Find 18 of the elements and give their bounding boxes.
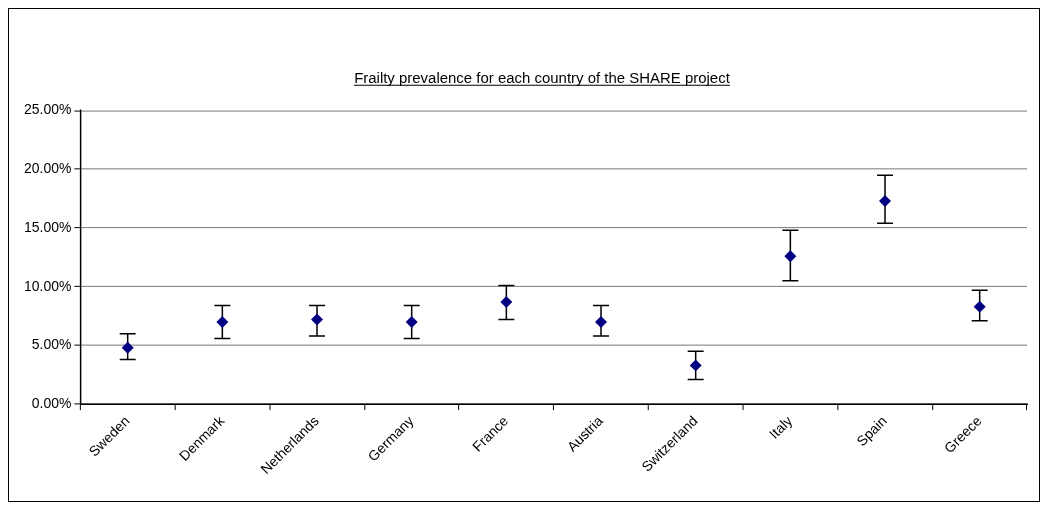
point (973, 300, 986, 313)
point (879, 195, 892, 207)
chart-title: Frailty prevalence for each country of the SHARE project (354, 68, 731, 86)
point (595, 315, 608, 328)
y-tick-label: 15.00% (24, 218, 72, 235)
point (311, 313, 323, 326)
point (500, 296, 513, 308)
point (689, 359, 702, 372)
y-tick-label: 20.00% (24, 160, 72, 177)
y-tick-label: 10.00% (24, 277, 72, 294)
point (216, 315, 229, 328)
y-tick-label: 5.00% (31, 336, 72, 353)
y-tick-label: 0.00% (31, 394, 72, 411)
point (121, 341, 134, 354)
x-tick-label: Italy (765, 412, 796, 442)
point (405, 315, 418, 328)
point (784, 250, 797, 263)
y-tick-label: 25.00% (24, 101, 72, 118)
